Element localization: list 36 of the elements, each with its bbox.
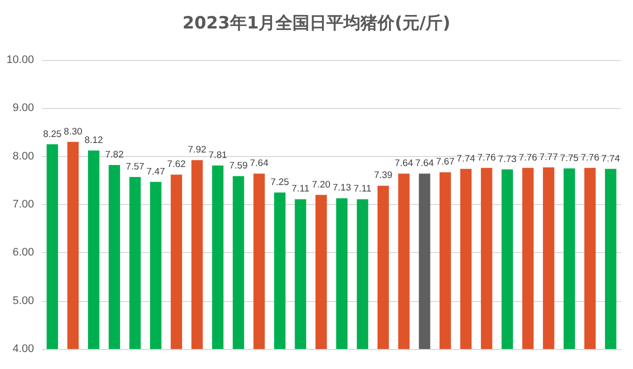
data-label: 7.64 [415,158,434,170]
y-tick-label: 5.00 [12,294,34,307]
data-label: 7.75 [560,152,579,164]
data-label: 8.30 [64,126,82,138]
data-label: 7.64 [250,158,268,170]
data-label: 8.12 [84,135,103,146]
data-label: 7.67 [436,156,454,168]
data-label: 7.20 [312,179,330,190]
data-label: 7.13 [332,182,352,194]
y-tick-label: 7.00 [12,198,34,210]
data-label: 7.77 [539,152,558,163]
data-label: 7.81 [208,150,228,161]
y-tick-label: 6.00 [12,246,34,259]
y-tick-label: 8.00 [12,150,34,162]
data-label: 7.39 [374,170,392,182]
data-label: 7.11 [354,184,372,195]
data-label: 7.59 [229,160,248,172]
data-label: 7.76 [518,152,538,164]
y-tick-label: 4.00 [12,343,34,355]
y-tick-label: 10.00 [6,54,34,66]
data-label: 7.74 [456,153,476,164]
data-label: 7.76 [580,152,600,164]
data-label: 7.92 [188,144,206,156]
data-label: 7.73 [498,154,517,165]
data-label: 7.82 [105,150,124,161]
data-label: 7.11 [292,184,310,195]
data-label: 8.25 [43,128,62,140]
data-label: 7.76 [477,152,496,164]
data-label: 7.62 [167,159,186,170]
chart-title: 2023年1月全国日平均猪价(元/斤) [182,14,450,34]
data-label: 7.25 [270,176,290,188]
data-label: 7.74 [601,153,620,164]
y-tick-label: 9.00 [12,102,34,114]
data-label: 7.47 [146,166,165,178]
data-label: 7.64 [394,158,414,170]
data-label: 7.57 [126,162,144,173]
